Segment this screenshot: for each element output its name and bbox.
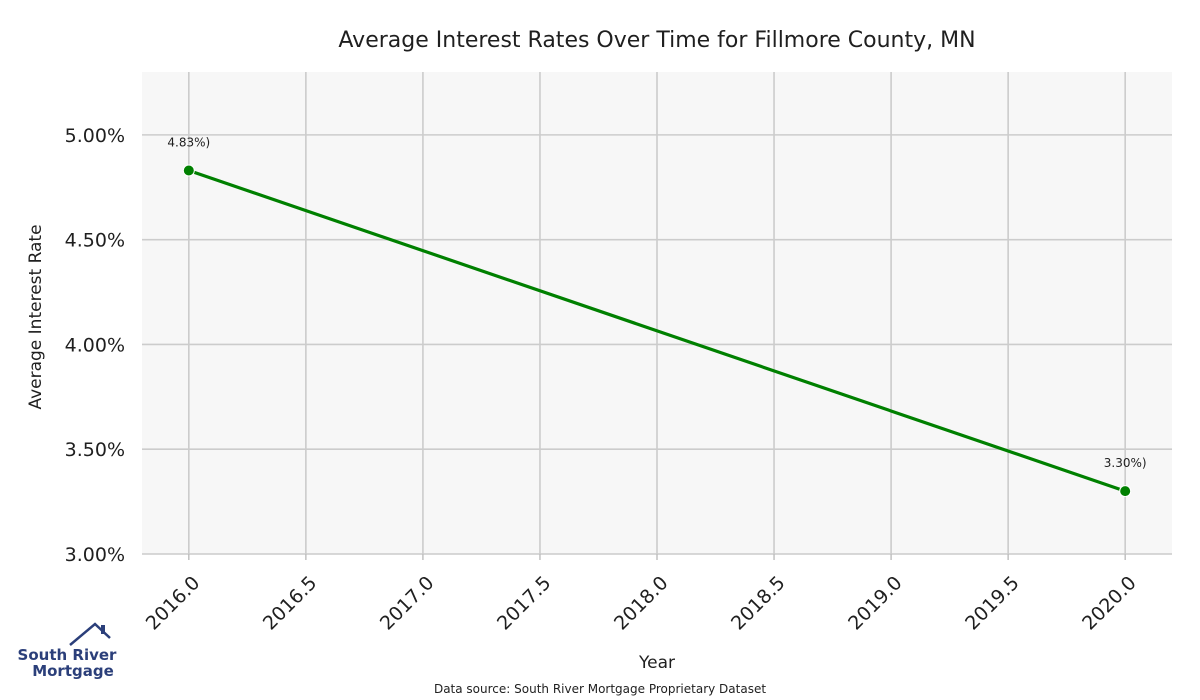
logo-text-line2: Mortgage (32, 662, 114, 680)
data-point-label: 3.30%) (1104, 456, 1147, 470)
y-axis-label: Average Interest Rate (26, 224, 46, 409)
y-tick-label: 4.00% (65, 334, 125, 356)
y-tick-label: 4.50% (65, 230, 125, 252)
x-tick-label: 2020.0 (1078, 572, 1141, 635)
x-tick-label: 2017.5 (493, 572, 556, 635)
data-point-label: 4.83%) (167, 135, 210, 149)
y-tick-label: 5.00% (65, 125, 125, 147)
data-source-note: Data source: South River Mortgage Propri… (434, 682, 766, 696)
series-line (188, 168, 1126, 493)
x-tick-label: 2018.5 (727, 572, 790, 635)
logo-text-line1: South River (18, 646, 118, 664)
y-axis-ticks: 3.00% 3.50% 4.00% 4.50% 5.00% (65, 125, 125, 566)
y-tick-label: 3.50% (65, 439, 125, 461)
x-tick-label: 2017.0 (376, 572, 439, 635)
south-river-mortgage-logo: South River Mortgage (18, 622, 118, 680)
data-point (182, 164, 195, 177)
data-point (1119, 485, 1132, 498)
x-tick-label: 2016.0 (142, 572, 205, 635)
grid-lines (142, 72, 1172, 560)
x-axis-label: Year (638, 653, 675, 673)
x-tick-label: 2019.0 (844, 572, 907, 635)
y-tick-label: 3.00% (65, 544, 125, 566)
x-tick-label: 2018.0 (610, 572, 673, 635)
x-axis-ticks: 2016.0 2016.5 2017.0 2017.5 2018.0 2018.5 2019… (142, 572, 1141, 635)
x-tick-label: 2016.5 (259, 572, 322, 635)
chimney-icon (101, 625, 105, 634)
chart-title: Average Interest Rates Over Time for Fil… (338, 28, 975, 53)
x-tick-label: 2019.5 (961, 572, 1024, 635)
series-layer: 4.83%) 3.30%) (167, 135, 1147, 498)
